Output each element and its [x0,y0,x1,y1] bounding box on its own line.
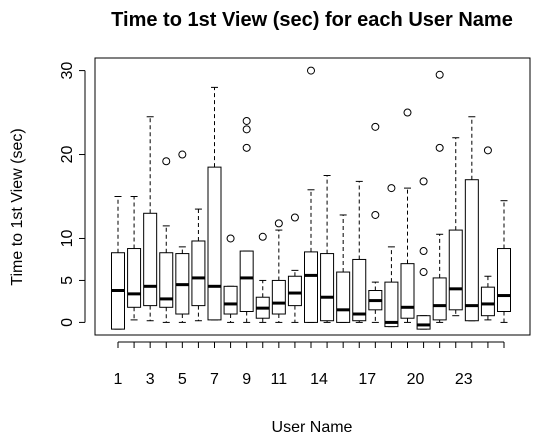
box-group [448,137,463,317]
box [287,275,302,307]
outlier-point [419,268,428,277]
outlier-point [419,177,428,186]
box-group [271,219,286,323]
plot-frame [94,57,531,336]
y-tick-label: 5 [59,276,76,285]
x-tick-label: 14 [310,371,328,388]
box [384,281,399,328]
box [336,271,351,323]
y-tick-label: 20 [59,146,76,164]
box [143,212,158,307]
box [159,252,174,308]
box-group [480,146,495,321]
box-group [416,177,431,330]
box [239,250,254,312]
box-group [497,200,511,323]
outlier-point [371,122,380,131]
x-tick-label: 23 [455,371,473,388]
box-group [304,66,318,323]
outlier-point [242,125,251,134]
box-group [336,214,351,323]
box [191,240,206,307]
outlier-point [178,150,187,159]
box [480,286,495,317]
x-tick-label: 17 [358,371,376,388]
box-group [207,86,222,321]
outlier-point [162,157,171,166]
outlier-point [307,66,315,75]
x-tick-label: 9 [242,371,251,388]
x-tick-label: 7 [210,371,219,388]
outlier-point [419,247,428,256]
outlier-point [258,232,267,241]
x-axis: 1 3 5 7 9 11 14 17 20 23 [114,341,505,388]
outlier-point [242,143,251,152]
outlier-point [403,108,412,117]
outlier-point [435,143,444,152]
x-tick-label: 11 [271,371,288,388]
box-group [191,208,206,322]
boxes-group [111,66,511,330]
outlier-point [242,116,251,125]
y-tick-label: 30 [59,62,76,80]
y-axis-label: Time to 1st View (sec) [9,128,26,285]
box-group [384,184,399,328]
outlier-point [226,234,235,243]
outlier-point [371,210,380,219]
box-group [255,232,270,323]
box-group [352,180,367,323]
box-group [320,175,335,323]
x-tick-label: 20 [407,371,425,388]
y-axis: 0 5 10 20 30 [59,62,86,327]
box [352,258,367,322]
box-group [223,234,238,323]
box [416,315,431,330]
box [448,229,463,311]
outlier-point [274,219,283,228]
box-group [175,150,190,323]
box-group [239,116,254,323]
box-group [464,116,479,322]
box-group [287,213,302,323]
x-tick-label: 5 [178,371,187,388]
box [320,253,335,322]
box [207,166,222,321]
box-group [400,108,415,323]
outlier-point [387,184,396,193]
outlier-point [290,213,299,222]
x-axis-label: User Name [272,419,353,436]
box [400,263,415,319]
box [271,279,286,315]
box [497,248,511,312]
box-group [159,157,174,323]
box [223,285,238,315]
box-group [127,196,142,321]
outlier-point [483,146,492,155]
outlier-point [435,70,444,79]
box-group [111,196,125,330]
x-tick-label: 3 [146,371,155,388]
chart-title: Time to 1st View (sec) for each User Nam… [111,9,513,31]
box [464,179,479,322]
box-group [368,122,383,323]
x-tick-label: 1 [114,371,123,388]
y-tick-label: 0 [59,318,76,327]
box [127,248,142,308]
box [304,251,318,323]
box-group [432,70,447,323]
box-group [143,116,158,322]
y-tick-label: 10 [59,229,76,247]
box [432,277,447,321]
